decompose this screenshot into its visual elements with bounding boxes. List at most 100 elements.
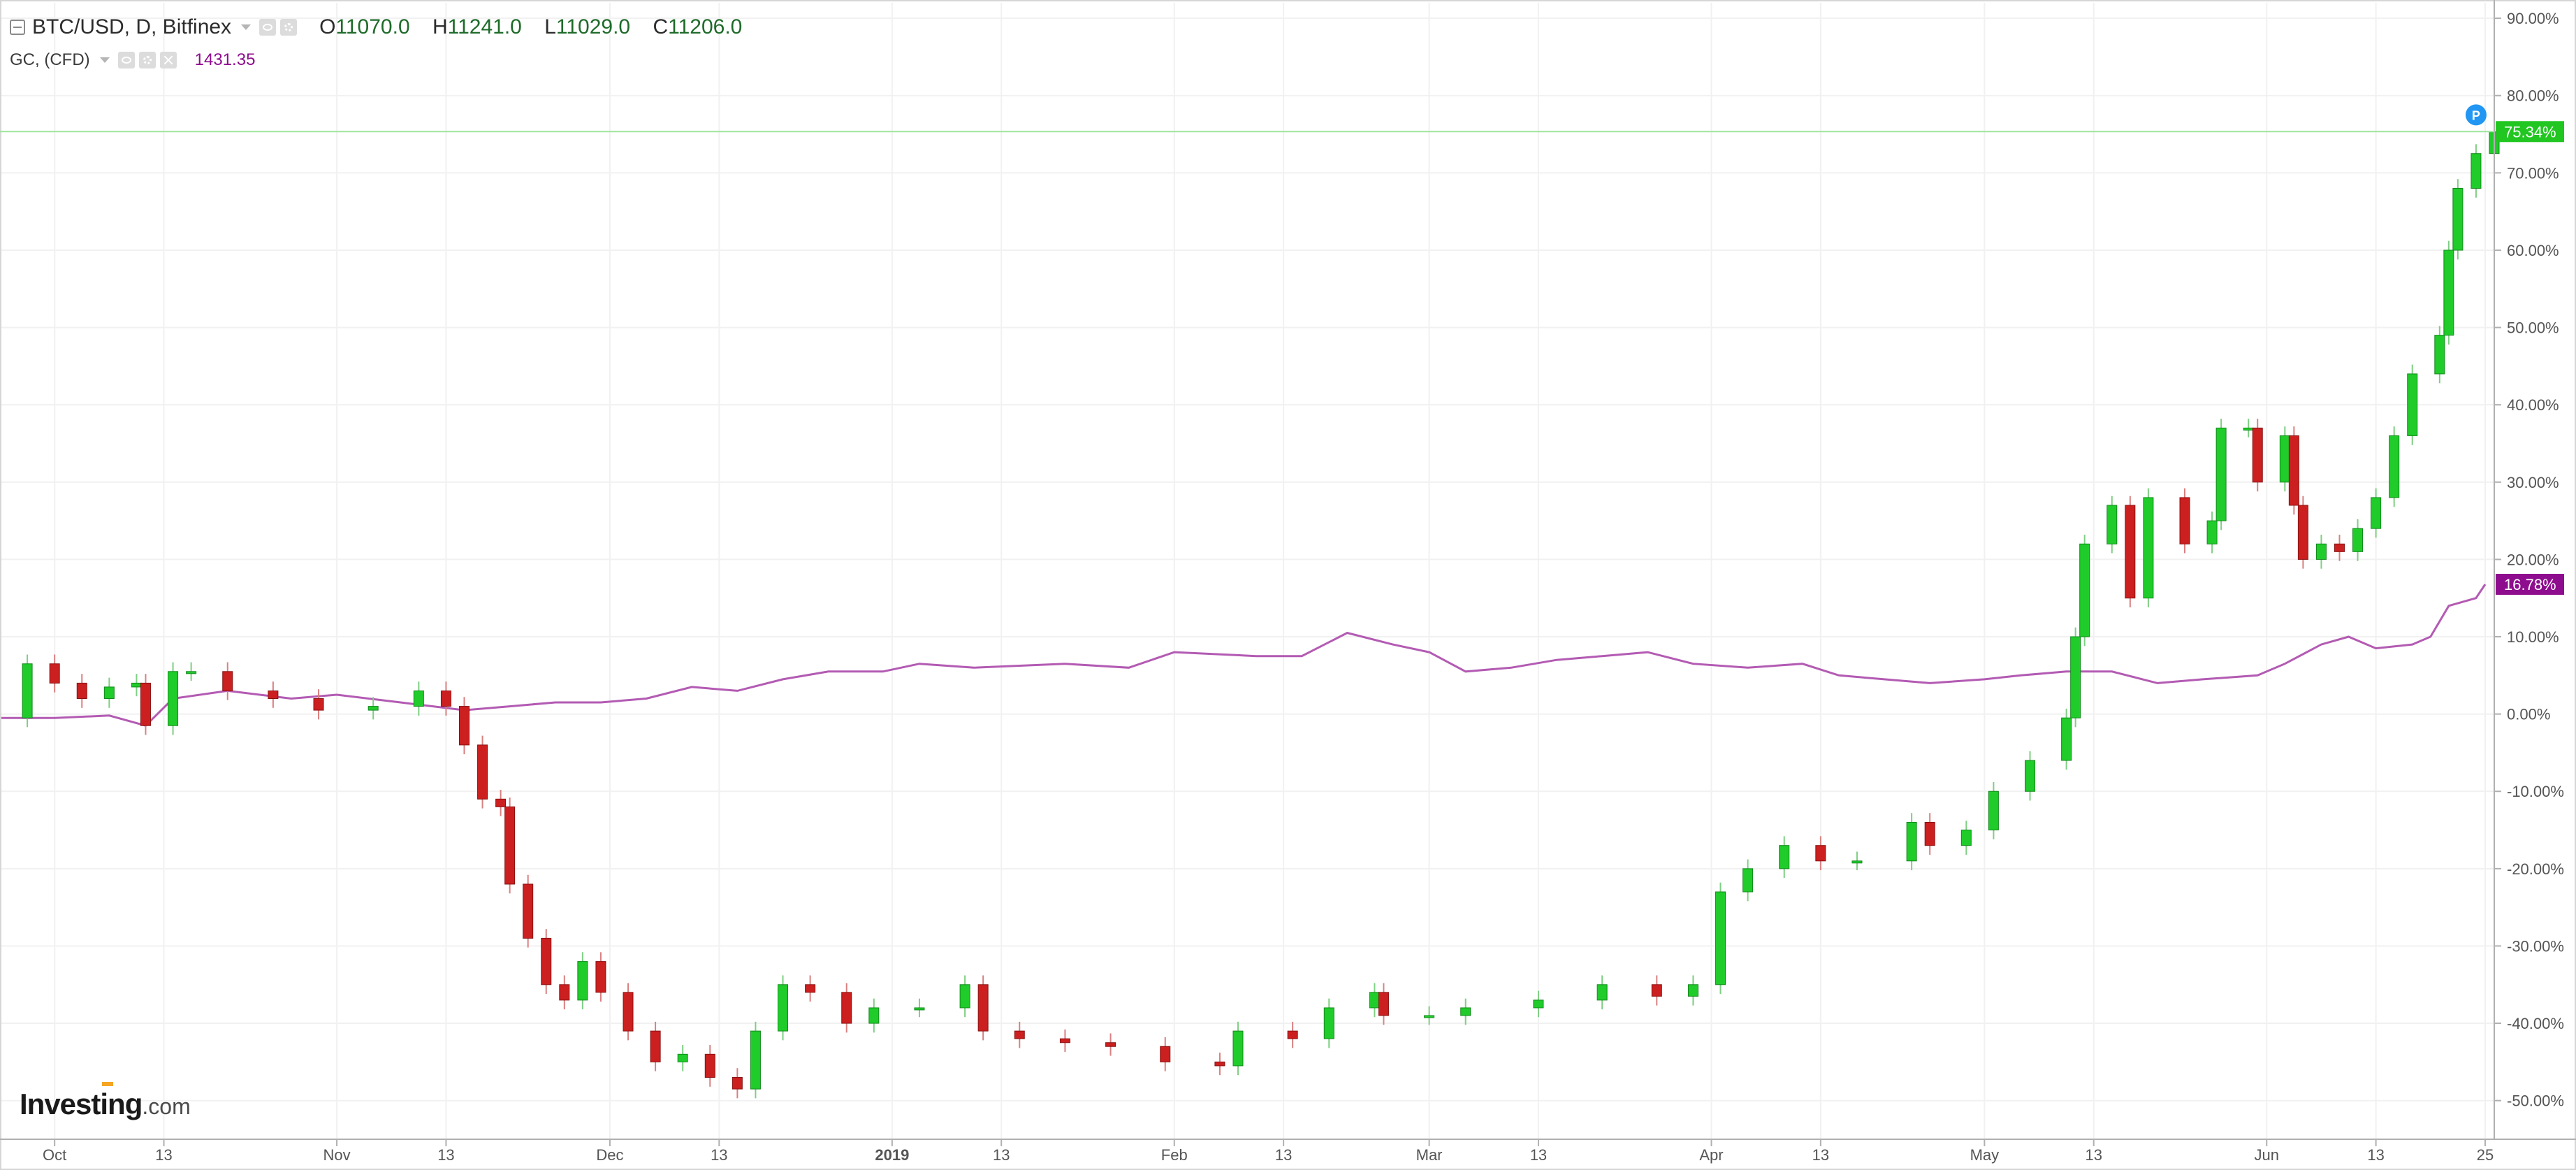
up-candle	[1988, 781, 1999, 839]
down-candle	[732, 1068, 743, 1099]
down-candle	[268, 681, 279, 708]
pin-marker-icon[interactable]: P	[2465, 104, 2487, 126]
x-tick-label: Feb	[1161, 1146, 1188, 1164]
chevron-down-icon[interactable]	[99, 57, 110, 63]
eye-icon[interactable]	[117, 52, 135, 68]
candle-body	[1014, 1030, 1025, 1039]
up-candle	[2371, 488, 2382, 538]
up-candle	[22, 654, 33, 728]
up-candle	[778, 975, 789, 1041]
close-value: 11206.0	[668, 15, 743, 38]
up-candle	[677, 1045, 688, 1071]
y-tick-label: -30.00%	[2507, 937, 2564, 955]
candle-body	[650, 1030, 661, 1062]
chevron-down-icon[interactable]	[241, 24, 252, 30]
tag-label: 16.78%	[2504, 576, 2556, 593]
candle-body	[1160, 1046, 1171, 1062]
down-candle	[977, 975, 989, 1041]
candle-body	[704, 1053, 715, 1078]
x-tick-label: 13	[1530, 1146, 1547, 1164]
candle-body	[1533, 999, 1544, 1009]
candle-body	[2352, 528, 2364, 552]
down-candle	[623, 983, 634, 1041]
up-candle	[2471, 144, 2482, 198]
down-candle	[1924, 813, 1935, 855]
candle-body	[2070, 636, 2081, 718]
candle-body	[477, 744, 488, 800]
candle-body	[268, 690, 279, 700]
candle-body	[750, 1030, 761, 1090]
up-candle	[2143, 488, 2154, 607]
x-tick-label: 13	[711, 1146, 727, 1164]
candle-body	[168, 671, 179, 726]
down-candle	[495, 790, 507, 816]
candle-body	[1988, 790, 1999, 831]
candle-body	[1687, 984, 1698, 997]
candle-body	[778, 984, 789, 1032]
high-label: H	[432, 15, 448, 38]
candle-body	[2206, 520, 2218, 544]
low-label: L	[544, 15, 556, 38]
candle-body	[2025, 760, 2036, 792]
up-candle	[1533, 990, 1544, 1018]
x-tick-label: 13	[155, 1146, 172, 1164]
up-candle	[959, 975, 970, 1018]
up-candle	[2106, 496, 2118, 554]
down-candle	[1160, 1037, 1171, 1071]
y-tick-label: 30.00%	[2507, 474, 2559, 491]
candle-body	[559, 984, 570, 1001]
y-tick-label: 90.00%	[2507, 10, 2559, 27]
down-candle	[504, 797, 516, 894]
down-candle	[805, 975, 816, 1002]
eye-icon[interactable]	[259, 19, 277, 36]
down-candle	[1378, 983, 1389, 1025]
candle-body	[458, 706, 470, 746]
up-candle	[2243, 419, 2254, 438]
candle-body	[2288, 435, 2299, 506]
candle-body	[22, 663, 33, 718]
candle-body	[623, 992, 634, 1032]
candle-body	[868, 1007, 880, 1024]
up-candle	[413, 681, 424, 716]
up-candle	[2061, 708, 2072, 770]
open-value: 11070.0	[335, 15, 410, 38]
up-candle	[2352, 519, 2364, 561]
ohlc-readout: O11070.0 H11241.0 L11029.0 C11206.0	[319, 15, 759, 39]
compare-symbol-label[interactable]: GC, (CFD)	[10, 50, 90, 69]
candle-body	[140, 682, 151, 726]
collapse-icon[interactable]	[10, 20, 25, 35]
up-candle	[868, 998, 880, 1033]
down-candle	[1815, 836, 1826, 871]
candle-body	[2434, 335, 2445, 375]
candle-body	[2125, 505, 2136, 599]
gear-icon[interactable]	[138, 52, 156, 68]
tag-background	[2496, 574, 2564, 595]
candle-body	[2215, 427, 2227, 521]
up-candle	[2025, 751, 2036, 801]
investing-logo[interactable]: Investing.com	[20, 1082, 191, 1121]
candle-body	[959, 984, 970, 1009]
close-icon[interactable]	[159, 52, 177, 68]
candle-body	[2297, 505, 2308, 560]
symbol-label[interactable]: BTC/USD, D, Bitfinex	[32, 15, 232, 38]
candle-body	[1232, 1030, 1244, 1067]
up-candle	[2315, 535, 2327, 569]
close-label: C	[653, 15, 669, 38]
y-tick-label: 60.00%	[2507, 242, 2559, 259]
down-candle	[49, 654, 60, 693]
candle-body	[977, 984, 989, 1032]
up-candle	[2443, 240, 2454, 345]
candle-body	[841, 992, 852, 1024]
down-candle	[458, 697, 470, 755]
high-value: 11241.0	[447, 15, 522, 38]
candle-body	[2443, 250, 2454, 336]
gear-icon[interactable]	[280, 19, 298, 36]
down-candle	[477, 735, 488, 809]
compare-series-legend: GC, (CFD) 1431.35	[10, 50, 255, 70]
up-candle	[1851, 851, 1863, 871]
candle-body	[1851, 860, 1863, 864]
x-tick-label: Dec	[596, 1146, 623, 1164]
candle-body	[2143, 497, 2154, 599]
gc-series-line	[0, 584, 2487, 727]
